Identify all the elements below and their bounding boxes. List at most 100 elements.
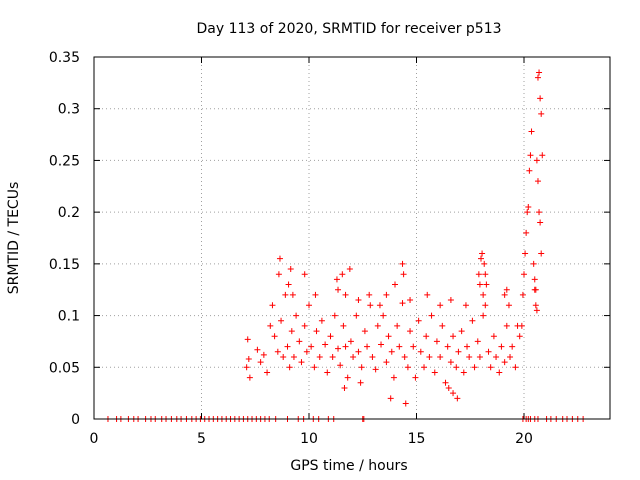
data-point xyxy=(244,336,251,343)
data-point xyxy=(341,384,348,391)
data-point xyxy=(481,260,488,267)
data-point xyxy=(254,346,261,353)
data-point xyxy=(469,317,476,324)
data-point xyxy=(367,302,374,309)
data-point xyxy=(264,369,271,376)
data-point xyxy=(312,291,319,298)
data-point xyxy=(357,379,364,386)
data-point xyxy=(534,178,541,185)
data-point xyxy=(344,374,351,381)
data-point xyxy=(275,271,282,278)
data-point xyxy=(364,343,371,350)
data-point xyxy=(460,369,467,376)
y-tick-label: 0.3 xyxy=(58,102,80,118)
data-point xyxy=(533,307,540,314)
data-point xyxy=(355,348,362,355)
data-point xyxy=(313,328,320,335)
y-tick-label: 0.35 xyxy=(49,50,80,66)
data-point xyxy=(466,353,473,360)
data-point xyxy=(476,353,483,360)
data-point xyxy=(428,312,435,319)
data-point xyxy=(402,400,409,407)
data-point xyxy=(407,297,414,304)
data-point xyxy=(483,281,490,288)
data-point xyxy=(335,286,342,293)
data-point xyxy=(433,338,440,345)
grid xyxy=(94,57,610,419)
data-point xyxy=(311,364,318,371)
data-point xyxy=(337,362,344,369)
data-point xyxy=(532,302,539,309)
data-point xyxy=(355,297,362,304)
data-point xyxy=(458,328,465,335)
data-point xyxy=(342,343,349,350)
data-point xyxy=(401,353,408,360)
data-point xyxy=(387,395,394,402)
data-point xyxy=(524,209,531,216)
data-point xyxy=(480,312,487,319)
data-point xyxy=(245,356,252,363)
data-point xyxy=(257,359,264,366)
data-point xyxy=(383,359,390,366)
data-point xyxy=(512,364,519,371)
data-point xyxy=(298,359,305,366)
data-point xyxy=(496,369,503,376)
data-point xyxy=(388,348,395,355)
data-point xyxy=(306,302,312,309)
data-point xyxy=(501,359,508,366)
data-point xyxy=(533,157,540,164)
data-point xyxy=(399,260,406,267)
y-axis-label: SRMTID / TECUs xyxy=(6,182,22,295)
data-point xyxy=(439,322,446,329)
data-point xyxy=(482,302,489,309)
x-tick-label: 15 xyxy=(408,431,426,447)
data-point xyxy=(447,297,454,304)
data-point xyxy=(521,271,527,278)
data-point xyxy=(280,353,287,360)
data-point xyxy=(525,203,532,210)
data-point xyxy=(269,302,276,309)
data-point xyxy=(462,302,469,309)
data-point xyxy=(369,353,376,360)
data-point xyxy=(528,128,535,135)
data-point xyxy=(260,351,267,358)
data-point xyxy=(318,317,325,324)
x-tick-label: 5 xyxy=(197,431,206,447)
data-point xyxy=(346,266,353,273)
data-point xyxy=(276,255,283,262)
data-point xyxy=(498,343,505,350)
data-point xyxy=(372,366,379,373)
data-point xyxy=(350,353,357,360)
data-point xyxy=(390,374,397,381)
data-point xyxy=(243,364,250,371)
data-point xyxy=(284,343,291,350)
data-point xyxy=(421,364,428,371)
data-point xyxy=(374,322,381,329)
data-point xyxy=(287,266,294,273)
data-point xyxy=(519,291,526,298)
plot-frame xyxy=(93,56,611,420)
data-point xyxy=(534,74,541,81)
data-point xyxy=(342,291,349,298)
data-point xyxy=(353,312,360,319)
data-point xyxy=(424,291,431,298)
data-point xyxy=(490,333,497,340)
data-point xyxy=(450,390,457,397)
data-point xyxy=(274,348,281,355)
data-point xyxy=(329,353,336,360)
data-point xyxy=(431,369,438,376)
data-point xyxy=(394,322,401,329)
data-point xyxy=(509,343,516,350)
x-axis-label: GPS time / hours xyxy=(290,458,407,474)
chart-title: Day 113 of 2020, SRMTID for receiver p51… xyxy=(196,21,501,37)
data-point xyxy=(271,333,278,340)
data-point xyxy=(505,302,512,309)
data-point xyxy=(538,110,545,117)
y-tick-label: 0.2 xyxy=(58,205,80,221)
data-point xyxy=(455,348,462,355)
data-point xyxy=(539,152,546,159)
data-point xyxy=(445,384,452,391)
data-point xyxy=(537,95,544,102)
data-point xyxy=(399,300,406,307)
